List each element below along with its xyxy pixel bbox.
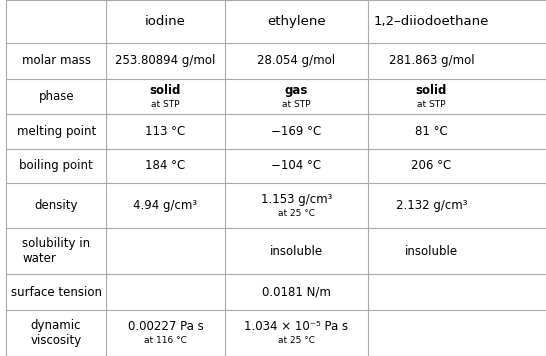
Text: insoluble: insoluble	[270, 245, 323, 258]
Text: 2.132 g/cm³: 2.132 g/cm³	[395, 199, 467, 212]
Text: 113 °C: 113 °C	[145, 125, 186, 138]
Text: solid: solid	[416, 84, 447, 96]
Text: 206 °C: 206 °C	[411, 159, 452, 172]
Text: 4.94 g/cm³: 4.94 g/cm³	[133, 199, 198, 212]
Text: 1.034 × 10⁻⁵ Pa s: 1.034 × 10⁻⁵ Pa s	[245, 320, 348, 333]
Text: 1.153 g/cm³: 1.153 g/cm³	[261, 193, 332, 206]
Text: density: density	[34, 199, 78, 212]
Text: −104 °C: −104 °C	[271, 159, 322, 172]
Text: −169 °C: −169 °C	[271, 125, 322, 138]
Text: 0.00227 Pa s: 0.00227 Pa s	[128, 320, 204, 333]
Text: 1,2–diiodoethane: 1,2–diiodoethane	[373, 15, 489, 28]
Text: ethylene: ethylene	[267, 15, 326, 28]
Text: iodine: iodine	[145, 15, 186, 28]
Text: phase: phase	[38, 90, 74, 103]
Text: at 25 °C: at 25 °C	[278, 336, 315, 345]
Text: at 116 °C: at 116 °C	[144, 336, 187, 345]
Text: at STP: at STP	[282, 100, 311, 109]
Text: 28.054 g/mol: 28.054 g/mol	[257, 54, 335, 67]
Text: 0.0181 N/m: 0.0181 N/m	[262, 286, 331, 299]
Text: 81 °C: 81 °C	[415, 125, 448, 138]
Text: molar mass: molar mass	[22, 54, 91, 67]
Text: gas: gas	[284, 84, 308, 96]
Text: insoluble: insoluble	[405, 245, 458, 258]
Text: 253.80894 g/mol: 253.80894 g/mol	[115, 54, 216, 67]
Text: boiling point: boiling point	[20, 159, 93, 172]
Text: 281.863 g/mol: 281.863 g/mol	[389, 54, 474, 67]
Text: at STP: at STP	[417, 100, 446, 109]
Text: dynamic
viscosity: dynamic viscosity	[31, 319, 82, 347]
Text: melting point: melting point	[16, 125, 96, 138]
Text: surface tension: surface tension	[11, 286, 102, 299]
Text: 184 °C: 184 °C	[145, 159, 186, 172]
Text: solubility in
water: solubility in water	[22, 237, 90, 265]
Text: solid: solid	[150, 84, 181, 96]
Text: at STP: at STP	[151, 100, 180, 109]
Text: at 25 °C: at 25 °C	[278, 209, 315, 218]
